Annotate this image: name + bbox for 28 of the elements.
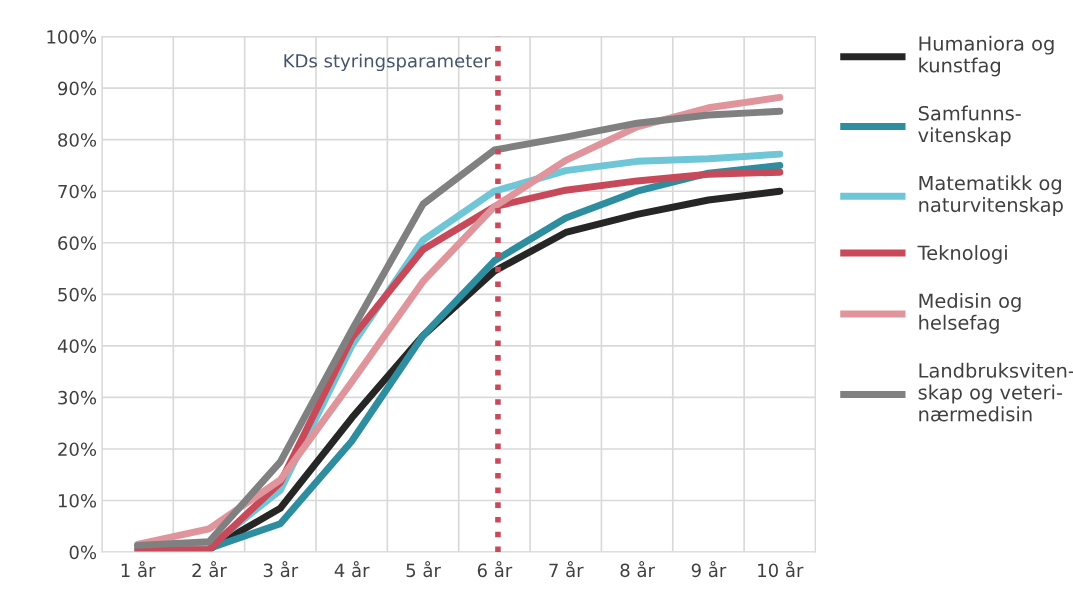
y-tick-label: 10%	[58, 493, 97, 508]
y-tick-label: 40%	[57, 339, 97, 353]
x-tick-label: 2 år	[192, 561, 227, 578]
x-tick-label: 8 år	[620, 561, 655, 578]
x-tick-label: 4 år	[334, 561, 370, 578]
y-tick-label: 0%	[69, 545, 97, 560]
ref-line-label: KDs styringsparameter	[284, 53, 491, 72]
y-tick-label: 50%	[58, 287, 97, 302]
y-tick-label: 100%	[47, 30, 97, 44]
x-tick-label: 3 år	[263, 561, 299, 578]
y-tick-label: 30%	[58, 390, 97, 405]
x-tick-label: 9 år	[691, 561, 727, 578]
legend-label: Matematikk og naturvitenskap	[919, 175, 1063, 216]
x-tick-label: 1 år	[121, 561, 156, 578]
y-tick-label: 20%	[58, 442, 97, 457]
legend-label: Samfunns- vitenskap	[918, 105, 1021, 147]
x-tick-label: 6 år	[477, 561, 513, 578]
legend-label: Medisin og helsefag	[919, 293, 1021, 334]
x-tick-label: 5 år	[406, 561, 441, 578]
y-tick-label: 70%	[58, 184, 97, 199]
x-tick-label: 7 år	[549, 561, 584, 578]
legend-label: Landbruksviten- skap og veteri- nærmedisin	[918, 362, 1073, 422]
legend-label: Teknologi	[917, 245, 1007, 264]
y-tick-label: 60%	[58, 236, 97, 250]
x-tick-label: 10 år	[758, 561, 804, 578]
y-tick-label: 90%	[58, 81, 97, 96]
y-tick-label: 80%	[58, 133, 97, 147]
legend-label: Humaniora og kunstfag	[919, 35, 1054, 77]
